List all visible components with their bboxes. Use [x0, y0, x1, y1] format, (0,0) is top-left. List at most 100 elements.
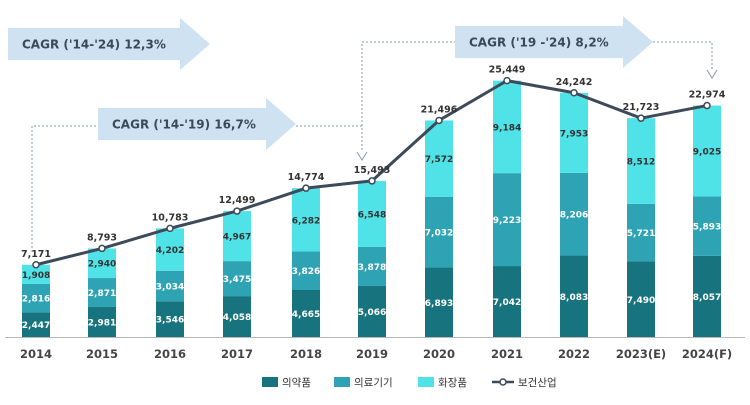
x-tick-label: 2016	[154, 347, 186, 361]
line-point	[166, 224, 174, 233]
bar-화장품-2018	[292, 188, 320, 252]
bar-의약품-2024(F)	[693, 255, 721, 337]
bar-의약품-2020	[425, 267, 453, 337]
x-axis: 2014 2015 2016 2017 2018 2019 2020 2021 2022 2023…	[5, 337, 745, 361]
bar-화장품-2023(E)	[627, 118, 655, 204]
cagr-arrow-2014-2019: CAGR ('14-'19) 16,7%	[98, 98, 296, 150]
total-label: 24,242	[556, 77, 593, 88]
bar-의료기기-2017	[223, 261, 251, 297]
x-tick-label: 2023(E)	[616, 347, 666, 361]
line-point	[570, 89, 578, 97]
segment-label: 4,967	[223, 233, 251, 243]
segment-label: 3,546	[156, 316, 184, 326]
cagr-arrow-2019-2024: CAGR ('19 -'24) 8,2%	[455, 16, 653, 68]
bar-의료기기-2021	[493, 173, 521, 267]
legend-item-화장품: 화장품	[418, 377, 467, 389]
x-tick-label: 2024(F)	[682, 347, 732, 361]
total-label: 10,783	[152, 212, 189, 223]
segment-label: 9,223	[493, 216, 521, 226]
segment-label: 5,721	[627, 229, 655, 239]
segment-label: 7,572	[425, 155, 453, 165]
bar-의약품-2022	[560, 255, 588, 337]
bar-화장품-2019	[358, 180, 386, 247]
labels-layer: 2,447 2,816 1,908 2,981 2,871 2,940 3,546 3,034…	[21, 65, 726, 332]
bar-의료기기-2023(E)	[627, 203, 655, 262]
cagr-arrow-shape	[455, 16, 653, 68]
segment-label: 3,878	[358, 263, 386, 273]
bar-의료기기-2014	[22, 283, 50, 313]
x-tick-label: 2014	[20, 347, 52, 361]
legend-item-의약품: 의약품	[262, 377, 311, 389]
x-tick-label: 2021	[491, 347, 523, 361]
line-point	[98, 244, 106, 253]
segment-label: 7,953	[560, 129, 588, 139]
x-tick-label: 2022	[558, 347, 590, 361]
bar-의료기기-2022	[560, 172, 588, 256]
line-point	[703, 101, 711, 110]
segment-label: 2,940	[88, 260, 116, 270]
legend-item-의료기기: 의료기기	[334, 377, 393, 389]
legend-swatch	[418, 377, 434, 387]
bar-화장품-2015	[88, 248, 116, 279]
segment-label: 2,447	[22, 321, 50, 331]
x-tick-label: 2020	[423, 347, 455, 361]
total-label: 21,723	[623, 102, 660, 113]
total-label: 22,974	[689, 90, 726, 101]
bar-의료기기-2020	[425, 196, 453, 268]
bar-의약품-2014	[22, 312, 50, 337]
line-point	[32, 261, 40, 269]
bar-의료기기-2024(F)	[693, 196, 721, 256]
segment-label: 1,908	[22, 271, 50, 281]
segment-label: 4,665	[292, 310, 320, 320]
segment-label: 4,202	[156, 246, 184, 256]
legend-swatch	[262, 377, 278, 387]
segment-label: 2,816	[22, 295, 50, 305]
connector-line	[361, 41, 455, 150]
legend-item-보건산업: 보건산업	[492, 376, 557, 389]
bar-화장품-2017	[223, 211, 251, 262]
segment-label: 8,057	[693, 293, 721, 303]
cagr-text: CAGR ('19 -'24) 8,2%	[469, 36, 609, 50]
line-point	[637, 114, 645, 122]
bar-화장품-2024(F)	[693, 105, 721, 197]
connector-arrowhead	[706, 69, 718, 79]
x-tick-label: 2019	[356, 347, 388, 361]
segment-label: 2,981	[88, 318, 116, 328]
bar-의료기기-2015	[88, 278, 116, 307]
bar-의약품-2015	[88, 306, 116, 337]
legend-label: 화장품	[438, 377, 467, 389]
bar-의료기기-2018	[292, 251, 320, 291]
total-label: 8,793	[87, 232, 117, 243]
segment-label: 8,512	[627, 158, 655, 168]
line-point	[503, 76, 511, 85]
bar-의약품-2021	[493, 266, 521, 337]
legend-label: 의료기기	[354, 377, 393, 389]
total-label: 25,449	[489, 65, 526, 76]
cagr-arrow-shape	[8, 18, 210, 70]
total-label: 12,499	[219, 195, 256, 206]
total-label: 7,171	[21, 249, 51, 260]
segment-label: 4,058	[223, 313, 251, 323]
legend-label: 보건산업	[518, 376, 557, 389]
legend-swatch	[334, 377, 350, 387]
segment-label: 8,206	[560, 211, 588, 221]
segment-label: 3,826	[292, 267, 320, 277]
segment-label: 8,083	[560, 293, 588, 303]
bar-의약품-2016	[156, 301, 184, 337]
total-label: 15,493	[354, 165, 391, 176]
annotations-layer: CAGR ('14-'24) 12,3% CAGR ('14-'19) 16,7%…	[8, 16, 718, 252]
cagr-arrow-shape	[98, 98, 296, 150]
cagr-text: CAGR ('14-'24) 12,3%	[22, 38, 166, 52]
segment-label: 7,032	[425, 229, 453, 239]
bars-layer	[22, 80, 721, 337]
bar-화장품-2020	[425, 120, 453, 197]
segment-label: 7,042	[493, 298, 521, 308]
segment-label: 9,025	[693, 148, 721, 158]
connector-line	[653, 41, 713, 70]
bar-의약품-2018	[292, 290, 320, 337]
segment-label: 3,475	[223, 275, 251, 285]
cagr-arrow-2014-2024: CAGR ('14-'24) 12,3%	[8, 18, 210, 70]
bar-화장품-2021	[493, 80, 521, 174]
segment-label: 6,893	[425, 299, 453, 309]
